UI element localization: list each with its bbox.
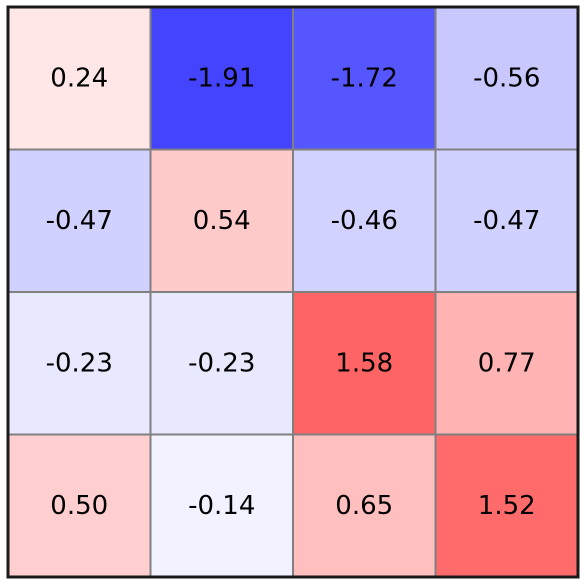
heatmap-cell-label-r0-c2: -1.72 [331, 63, 398, 93]
heatmap-cell-r2-c3 [435, 292, 578, 435]
heatmap-cell-label-r2-c2: 1.58 [335, 348, 393, 378]
heatmap-cell-r0-c1 [150, 7, 293, 150]
heatmap-cell-r3-c0 [8, 434, 151, 577]
heatmap-cell-label-r1-c0: -0.47 [46, 206, 113, 236]
heatmap-cell-r2-c0 [8, 292, 151, 435]
heatmap-cell-r2-c1 [150, 292, 293, 435]
heatmap-value-labels: 0.24 -1.91 -1.72 -0.56 -0.47 0.54 -0.46 -0.47 -0… [46, 63, 541, 521]
heatmap-cell-label-r2-c1: -0.23 [188, 348, 255, 378]
heatmap-cell-r3-c1 [150, 434, 293, 577]
heatmap-cell-r2-c2 [293, 292, 436, 435]
heatmap-cell-r3-c3 [435, 434, 578, 577]
heatmap-cell-r1-c0 [8, 149, 151, 292]
heatmap-cell-label-r2-c3: 0.77 [478, 348, 536, 378]
heatmap-cell-r1-c2 [293, 149, 436, 292]
heatmap-cell-label-r3-c1: -0.14 [188, 491, 255, 521]
heatmap-cell-r3-c2 [293, 434, 436, 577]
heatmap-cell-label-r0-c0: 0.24 [50, 63, 108, 93]
heatmap-cell-label-r3-c2: 0.65 [335, 491, 393, 521]
heatmap-cells [8, 7, 578, 577]
heatmap-cell-label-r3-c3: 1.52 [478, 491, 536, 521]
heatmap-cell-r0-c3 [435, 7, 578, 150]
heatmap-cell-label-r0-c1: -1.91 [188, 63, 255, 93]
heatmap-cell-label-r2-c0: -0.23 [46, 348, 113, 378]
heatmap-cell-r0-c0 [8, 7, 151, 150]
heatmap-cell-r1-c1 [150, 149, 293, 292]
heatmap-cell-label-r0-c3: -0.56 [473, 63, 540, 93]
heatmap-gridlines [8, 7, 578, 577]
heatmap-cell-label-r1-c3: -0.47 [473, 206, 540, 236]
heatmap-cell-label-r1-c1: 0.54 [193, 206, 251, 236]
heatmap-cell-label-r1-c2: -0.46 [331, 206, 398, 236]
heatmap-cell-label-r3-c0: 0.50 [50, 491, 108, 521]
heatmap-border [6, 5, 580, 579]
heatmap-cell-r0-c2 [293, 7, 436, 150]
heatmap-cell-r1-c3 [435, 149, 578, 292]
